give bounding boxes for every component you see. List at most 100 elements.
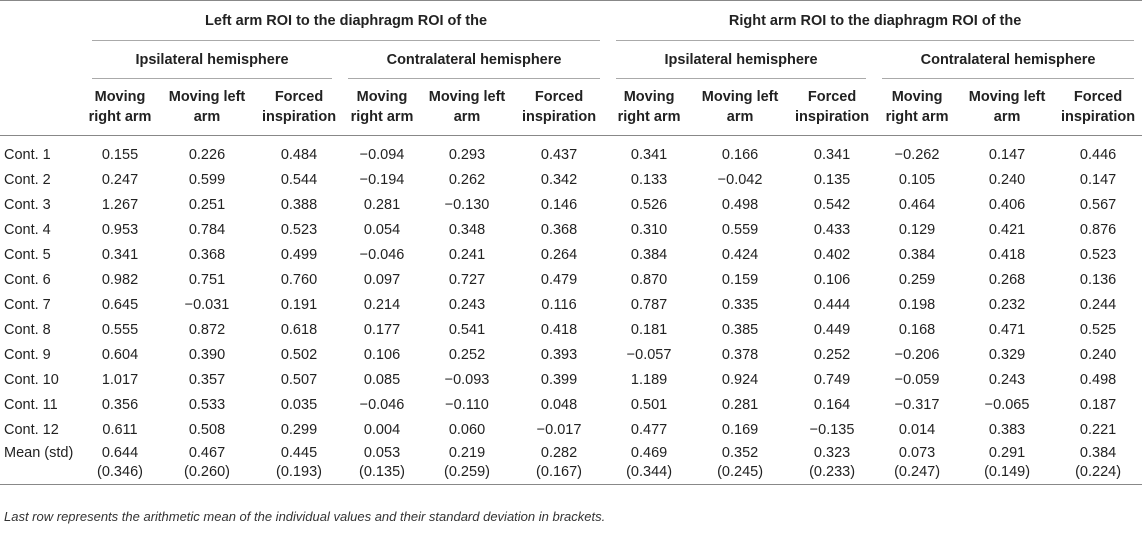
table-cell: −0.031 — [184, 296, 230, 313]
column-header-line: Forced — [807, 89, 857, 105]
table-cell: −0.046 — [359, 246, 405, 263]
table-cell: 0.341 — [101, 246, 139, 263]
std-value: (0.135) — [359, 464, 405, 480]
table-cell: 0.147 — [988, 146, 1026, 163]
table-cell: 0.264 — [540, 246, 578, 263]
table-cell: 0.085 — [363, 371, 401, 388]
table-cell: 0.383 — [988, 421, 1026, 438]
row-label: Cont. 4 — [4, 221, 51, 238]
table-cell: 0.444 — [813, 296, 851, 313]
table-cell: 0.341 — [630, 146, 668, 163]
table-cell: 0.116 — [541, 296, 577, 313]
table-cell: 0.244 — [1079, 296, 1117, 313]
column-header-line: Moving left — [701, 89, 779, 105]
table-row: Cont. 8 0.555 0.872 0.618 0.177 0.541 0.418 0.1… — [0, 317, 1142, 342]
right-ipsi-header: Ipsilateral hemisphere — [608, 41, 874, 79]
table-cell: 0.784 — [188, 221, 226, 238]
row-label: Cont. 7 — [4, 296, 51, 313]
std-value: (0.167) — [536, 464, 582, 480]
table-cell: 0.226 — [188, 146, 226, 163]
std-value: (0.233) — [809, 464, 856, 480]
table-cell: −0.046 — [359, 396, 405, 413]
table-cell: 0.399 — [540, 371, 578, 388]
row-label: Cont. 5 — [4, 246, 51, 263]
table-row: Cont. 7 0.645 −0.031 0.191 0.214 0.243 0.116 0.… — [0, 292, 1142, 317]
mean-value: 0.073 — [898, 445, 936, 461]
table-cell: −0.130 — [444, 196, 490, 213]
column-header-line: inspiration — [795, 109, 870, 125]
row-label: Cont. 9 — [4, 346, 51, 363]
table-cell: 1.017 — [101, 371, 139, 388]
column-header-line: inspiration — [521, 109, 597, 125]
mean-cell: 0.291 (0.149) — [960, 442, 1054, 485]
row-label: Cont. 11 — [4, 396, 58, 413]
table-cell: 0.498 — [1079, 371, 1117, 388]
column-header-line: Moving — [356, 89, 408, 105]
table-cell: 0.471 — [988, 321, 1026, 338]
table-cell: 0.251 — [188, 196, 226, 213]
std-value: (0.193) — [276, 464, 322, 480]
table-cell: 0.060 — [448, 421, 486, 438]
table-cell: −0.135 — [809, 421, 855, 438]
mean-row: Mean (std) 0.644 (0.346) 0.467 (0.260) 0.445 (… — [0, 442, 1142, 485]
table-cell: 0.541 — [448, 321, 486, 338]
table-cell: 0.388 — [280, 196, 318, 213]
row-label: Cont. 1 — [4, 146, 51, 163]
table-cell: 0.618 — [280, 321, 318, 338]
column-header-moving-left-arm: Moving left arm — [960, 79, 1054, 136]
table-cell: 0.097 — [363, 271, 401, 288]
table-cell: 0.542 — [813, 196, 851, 213]
table-cell: 0.449 — [813, 321, 851, 338]
std-value: (0.259) — [444, 464, 490, 480]
table-cell: 0.252 — [813, 346, 851, 363]
table-cell: 0.498 — [721, 196, 759, 213]
table-row: Cont. 11 0.356 0.533 0.035 −0.046 −0.110 0.048… — [0, 392, 1142, 417]
table-cell: 0.187 — [1079, 396, 1117, 413]
column-header-line: arm — [726, 109, 754, 125]
right-contra-header: Contralateral hemisphere — [874, 41, 1142, 79]
table-cell: 1.267 — [101, 196, 139, 213]
table-row: Cont. 10 1.017 0.357 0.507 0.085 −0.093 0.399 1… — [0, 367, 1142, 392]
table-cell: 0.035 — [280, 396, 318, 413]
table-cell: −0.057 — [626, 346, 672, 363]
mean-value: 0.352 — [721, 445, 759, 461]
table-footnote: Last row represents the arithmetic mean … — [4, 509, 606, 524]
mean-cell: 0.467 (0.260) — [156, 442, 258, 485]
table-row: Cont. 9 0.604 0.390 0.502 0.106 0.252 0.393 −0.… — [0, 342, 1142, 367]
table-cell: 0.872 — [188, 321, 226, 338]
mean-cell: 0.219 (0.259) — [424, 442, 510, 485]
table-cell: 0.191 — [280, 296, 318, 313]
table-row: Cont. 12 0.611 0.508 0.299 0.004 0.060 −0.017 0… — [0, 417, 1142, 442]
table-cell: 0.501 — [630, 396, 668, 413]
table-cell: 0.335 — [721, 296, 759, 313]
column-header-forced-inspiration: Forced inspiration — [510, 79, 608, 136]
std-value: (0.260) — [184, 464, 230, 480]
mean-value: 0.469 — [630, 445, 668, 461]
table-cell: 0.523 — [1079, 246, 1117, 263]
mean-cell: 0.352 (0.245) — [690, 442, 790, 485]
column-header-line: arm — [993, 109, 1021, 125]
left-contra-header: Contralateral hemisphere — [340, 41, 608, 79]
table-cell: 0.499 — [280, 246, 318, 263]
table-cell: 0.870 — [630, 271, 668, 288]
table-cell: 0.048 — [540, 396, 578, 413]
table-cell: 0.555 — [101, 321, 139, 338]
table-cell: 0.424 — [721, 246, 759, 263]
table-cell: 0.787 — [630, 296, 668, 313]
column-header-forced-inspiration: Forced inspiration — [1054, 79, 1142, 136]
table-cell: 0.155 — [101, 146, 139, 163]
column-header-forced-inspiration: Forced inspiration — [790, 79, 874, 136]
table-cell: 0.147 — [1079, 171, 1117, 188]
mean-cell: 0.323 (0.233) — [790, 442, 874, 485]
table-cell: 0.402 — [813, 246, 851, 263]
table-cell: 0.164 — [813, 396, 851, 413]
column-header-line: arm — [453, 109, 481, 125]
table-cell: 0.393 — [540, 346, 578, 363]
table-cell: 0.508 — [188, 421, 226, 438]
table-cell: 0.356 — [101, 396, 139, 413]
table-cell: 0.384 — [630, 246, 668, 263]
column-header-line: Moving left — [168, 89, 246, 105]
mean-cell: 0.384 (0.224) — [1054, 442, 1142, 485]
std-value: (0.245) — [717, 464, 764, 480]
